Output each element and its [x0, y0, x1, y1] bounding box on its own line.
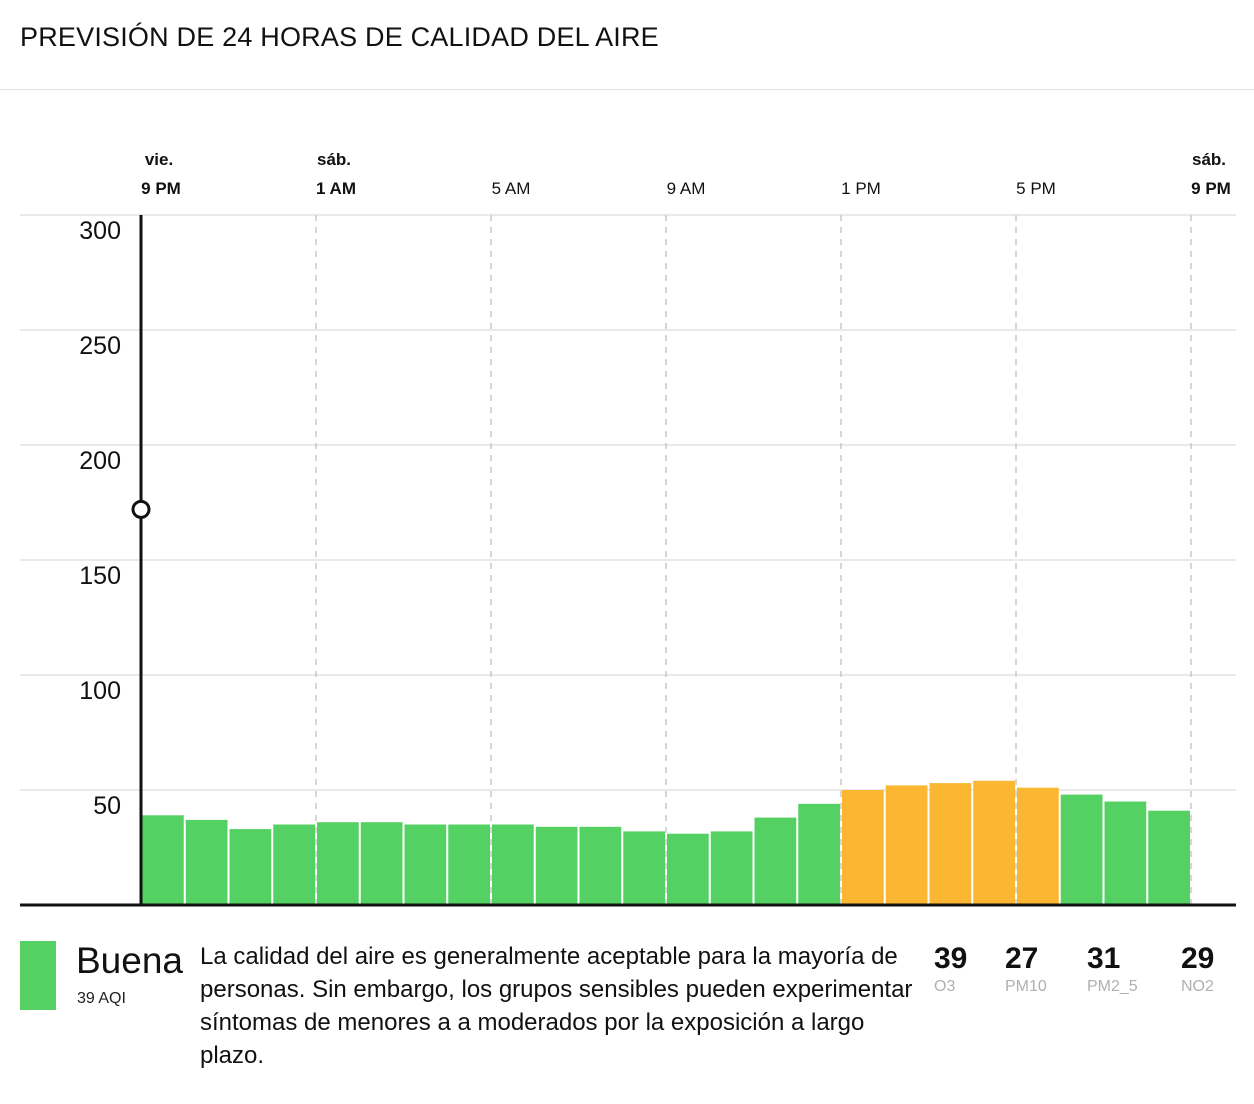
aqi-bar[interactable] [885, 785, 928, 905]
y-tick-label: 300 [79, 217, 121, 245]
x-tick-time: 9 AM [667, 179, 706, 198]
aqi-bars[interactable] [142, 780, 1190, 906]
y-tick-label: 100 [79, 677, 121, 705]
y-tick-label: 250 [79, 332, 121, 360]
aqi-bar[interactable] [667, 833, 709, 905]
page-title: PREVISIÓN DE 24 HORAS DE CALIDAD DEL AIR… [20, 22, 659, 52]
aqi-bar[interactable] [492, 824, 534, 906]
y-tick-label: 50 [93, 792, 121, 820]
aqi-bar[interactable] [404, 824, 447, 906]
pollutant-pm2-5: 31 PM2_5 [1087, 942, 1167, 996]
aqi-bar[interactable] [448, 824, 490, 906]
pollutant-name: NO2 [1181, 978, 1214, 995]
aqi-forecast-chart: 300 250 200 150 100 50 vie. 9 PM sáb. 1 AM 5 AM 9 … [20, 150, 1236, 907]
x-tick-time: 1 AM [316, 179, 356, 198]
x-tick-time: 5 AM [492, 179, 531, 198]
x-tick-time: 5 PM [1016, 179, 1056, 198]
aqi-bar[interactable] [929, 783, 972, 905]
aqi-bar[interactable] [1104, 801, 1147, 906]
pollutant-value: 27 [1005, 942, 1039, 975]
aqi-bar[interactable] [142, 815, 184, 905]
aqi-bar[interactable] [229, 829, 272, 905]
pollutant-pm10: 27 PM10 [1005, 942, 1085, 996]
pollutant-name: O3 [934, 978, 956, 995]
aqi-bar[interactable] [1148, 810, 1190, 905]
pollutant-no2: 29 NO2 [1181, 942, 1254, 996]
title-divider [0, 89, 1254, 90]
aqi-bar[interactable] [1017, 787, 1059, 905]
pollutant-value: 29 [1181, 942, 1215, 975]
aqi-bar[interactable] [317, 822, 359, 905]
pollutant-o3: 39 O3 [934, 942, 1014, 996]
y-tick-label: 150 [79, 562, 121, 590]
x-tick-time: 9 PM [1191, 179, 1231, 198]
pollutant-name: PM10 [1005, 978, 1047, 995]
x-tick-day: sáb. [317, 150, 351, 169]
x-tick-day: sáb. [1192, 150, 1226, 169]
grid-lines [20, 214, 1236, 791]
aqi-description: La calidad del aire es generalmente acep… [200, 943, 913, 1069]
aqi-bar[interactable] [360, 822, 403, 905]
aqi-bar[interactable] [973, 780, 1015, 905]
aqi-bar[interactable] [710, 831, 753, 905]
aqi-summary: Buena 39 AQI La calidad del aire es gene… [0, 930, 1254, 1104]
y-tick-label: 200 [79, 447, 121, 475]
x-tick-day: vie. [145, 150, 173, 169]
aqi-bar[interactable] [754, 817, 797, 905]
aqi-bar[interactable] [623, 831, 665, 905]
pollutant-value: 39 [934, 942, 968, 975]
pollutant-value: 31 [1087, 942, 1121, 975]
aqi-value: 39 AQI [77, 990, 126, 1007]
aqi-category: Buena [76, 940, 183, 981]
aqi-bar[interactable] [798, 803, 840, 905]
current-time-marker[interactable] [131, 215, 151, 905]
aqi-bar[interactable] [842, 790, 884, 905]
aqi-bar[interactable] [273, 824, 315, 906]
aqi-bar[interactable] [185, 819, 228, 905]
category-color-swatch [20, 941, 56, 1010]
y-axis-ticks: 300 250 200 150 100 50 [79, 217, 121, 820]
pollutant-name: PM2_5 [1087, 978, 1138, 995]
aqi-bar[interactable] [579, 826, 622, 905]
current-time-handle[interactable] [131, 499, 151, 519]
x-tick-time: 1 PM [841, 179, 881, 198]
aqi-bar[interactable] [535, 826, 578, 905]
aqi-bar[interactable] [1060, 794, 1103, 905]
x-axis-ticks: vie. 9 PM sáb. 1 AM 5 AM 9 AM 1 PM 5 PM sáb. 9 PM [141, 150, 1231, 198]
x-tick-time: 9 PM [141, 179, 181, 198]
